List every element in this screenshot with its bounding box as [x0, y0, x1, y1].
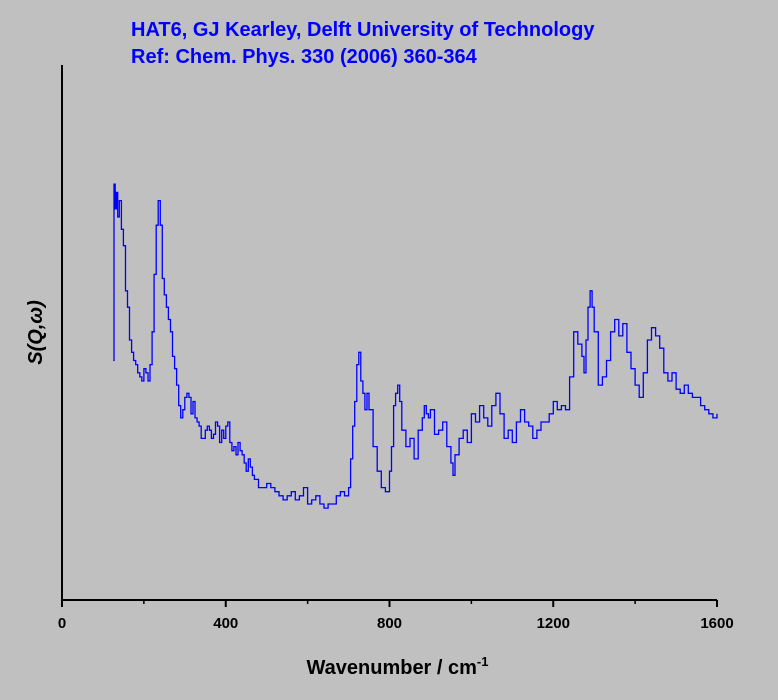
x-tick-label: 800	[377, 615, 402, 632]
series-layer	[113, 183, 718, 509]
axes: 0 400 800 1200 1600	[58, 65, 734, 632]
series-line	[113, 183, 718, 509]
chart-title-block: HAT6, GJ Kearley, Delft University of Te…	[131, 17, 594, 71]
y-axis-label: S(Q,ω)	[25, 300, 47, 365]
x-tick-label: 1200	[537, 615, 570, 632]
chart-title: HAT6, GJ Kearley, Delft University of Te…	[131, 19, 595, 41]
x-tick-label: 0	[58, 615, 66, 632]
chart-subtitle: Ref: Chem. Phys. 330 (2006) 360-364	[131, 46, 477, 68]
x-tick-label: 400	[213, 615, 238, 632]
x-axis-label-superscript: -1	[477, 654, 489, 669]
x-axis-label: Wavenumber / cm-1	[307, 654, 489, 679]
x-tick-label: 1600	[700, 615, 733, 632]
